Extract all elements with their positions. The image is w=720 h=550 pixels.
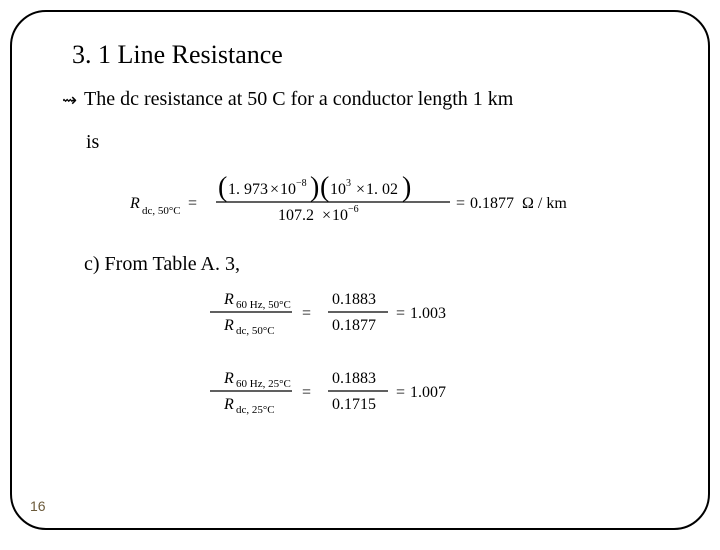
eq2-eq2: =	[396, 305, 405, 322]
bullet-tail: is	[86, 131, 658, 154]
eq1-d1: 107.2	[278, 207, 314, 224]
eq3-den-val: 0.1715	[332, 396, 376, 413]
equation-rdc: R dc, 50°C = ( 1. 973 × 10 −8 ) ( 10 3 ×…	[62, 174, 658, 235]
eq3-eq2: =	[396, 384, 405, 401]
part-c-label: c) From Table A. 3,	[84, 253, 658, 276]
eq1-n-a2sup: −8	[296, 178, 307, 189]
equation-ratio-50c: R 60 Hz, 50°C R dc, 50°C = 0.1883 0.1877…	[62, 284, 658, 345]
eq1-eqsign: =	[188, 195, 197, 212]
eq1-d-mult: ×	[322, 207, 331, 224]
eq3-num-val: 0.1883	[332, 370, 376, 387]
eq2-eqsign: =	[302, 305, 311, 322]
bullet-line: ⇝ The dc resistance at 50 C for a conduc…	[84, 88, 658, 111]
eq1-paren2-open: (	[320, 174, 329, 203]
eq3-rhs-val: 1.007	[410, 384, 446, 401]
eq3-num-sub: 60 Hz, 25°C	[236, 378, 291, 390]
eq1-n-b2: 1. 02	[366, 181, 398, 198]
eq1-paren1-open: (	[218, 174, 227, 203]
eq1-d2: 10	[332, 207, 348, 224]
eq1-n-a1: 1. 973	[228, 181, 268, 198]
eq2-den-val: 0.1877	[332, 317, 376, 334]
bullet-text: The dc resistance at 50 C for a conducto…	[84, 88, 513, 110]
eq1-eq2: =	[456, 195, 465, 212]
eq1-rhs-unit: Ω / km	[522, 195, 567, 212]
eq3-num-R: R	[223, 370, 234, 387]
bullet-icon: ⇝	[62, 90, 77, 111]
eq2-num-R: R	[223, 291, 234, 308]
eq1-n-mult1: ×	[270, 181, 279, 198]
eq3-den-sub: dc, 25°C	[236, 404, 275, 416]
eq1-n-b1: 10	[330, 181, 346, 198]
eq1-n-mult2: ×	[356, 181, 365, 198]
eq2-num-val: 0.1883	[332, 291, 376, 308]
eq2-den-R: R	[223, 317, 234, 334]
slide-frame: 3. 1 Line Resistance ⇝ The dc resistance…	[10, 10, 710, 530]
eq2-rhs-val: 1.003	[410, 305, 446, 322]
eq2-num-sub: 60 Hz, 50°C	[236, 299, 291, 311]
equation-ratio-25c: R 60 Hz, 25°C R dc, 25°C = 0.1883 0.1715…	[62, 363, 658, 424]
section-title: 3. 1 Line Resistance	[72, 40, 658, 70]
eq1-R: R	[130, 195, 140, 212]
eq2-den-sub: dc, 50°C	[236, 325, 275, 337]
eq1-paren1-close: )	[310, 174, 319, 203]
eq1-n-a2: 10	[280, 181, 296, 198]
eq1-d2sup: −6	[348, 204, 359, 215]
eq1-rhs-val: 0.1877	[470, 195, 514, 212]
eq1-paren2-close: )	[402, 174, 411, 203]
page-number: 16	[30, 498, 46, 514]
eq1-Rsub: dc, 50°C	[142, 205, 181, 217]
eq1-n-b1sup: 3	[346, 178, 351, 189]
eq3-eqsign: =	[302, 384, 311, 401]
eq3-den-R: R	[223, 396, 234, 413]
